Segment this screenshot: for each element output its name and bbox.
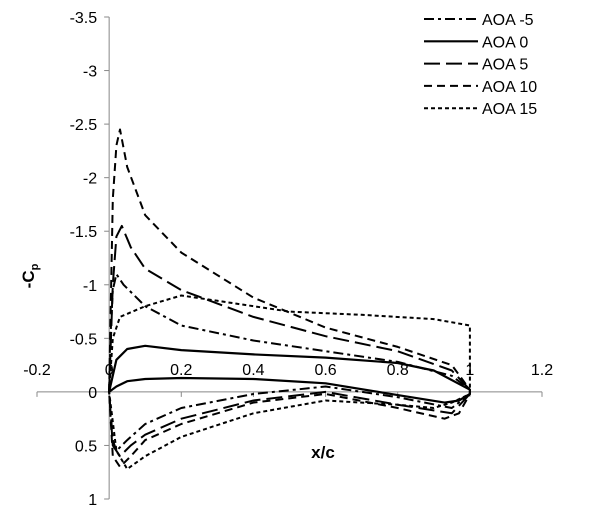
y-tick-label: -1.5 bbox=[70, 224, 98, 241]
series-line-5 bbox=[108, 294, 471, 470]
y-axis-title-subscript: p bbox=[29, 263, 41, 270]
series-line-3 bbox=[108, 224, 471, 458]
y-axis-title: -Cp bbox=[19, 263, 41, 288]
legend-label: AOA 10 bbox=[482, 79, 537, 96]
plot-area bbox=[108, 128, 471, 470]
y-tick-label: 1 bbox=[88, 492, 97, 509]
y-tick-label: -0.5 bbox=[70, 331, 98, 348]
x-tick-label: 0.4 bbox=[242, 362, 264, 379]
series-line-1 bbox=[108, 273, 471, 452]
legend-label: AOA -5 bbox=[482, 12, 534, 29]
legend-label: AOA 5 bbox=[482, 57, 528, 74]
y-tick-label: -3 bbox=[83, 64, 97, 81]
x-tick-label: -0.2 bbox=[23, 362, 51, 379]
y-axis-title-main: -C bbox=[19, 270, 38, 288]
x-tick-label: 1.2 bbox=[531, 362, 553, 379]
y-tick-label: -2 bbox=[83, 171, 97, 188]
x-tick-label: 0.6 bbox=[314, 362, 336, 379]
x-tick-label: 0.8 bbox=[387, 362, 409, 379]
x-tick-label: 0.2 bbox=[170, 362, 192, 379]
x-axis-title: x/c bbox=[311, 443, 335, 462]
legend-label: AOA 0 bbox=[482, 34, 528, 51]
y-tick-label: 0 bbox=[88, 385, 97, 402]
y-tick-label: -3.5 bbox=[70, 10, 98, 27]
axes: -3.5-3-2.5-2-1.5-1-0.500.51-0.2 0 0.2 0.4 0.… bbox=[23, 10, 553, 509]
series-line-2 bbox=[108, 344, 471, 404]
legend-label: AOA 15 bbox=[482, 101, 537, 118]
y-tick-label: -2.5 bbox=[70, 117, 98, 134]
y-tick-label: -1 bbox=[83, 278, 97, 295]
legend: AOA -5 AOA 0 AOA 5 AOA 10 AOA 15 bbox=[424, 12, 537, 118]
y-tick-label: 0.5 bbox=[75, 438, 97, 455]
